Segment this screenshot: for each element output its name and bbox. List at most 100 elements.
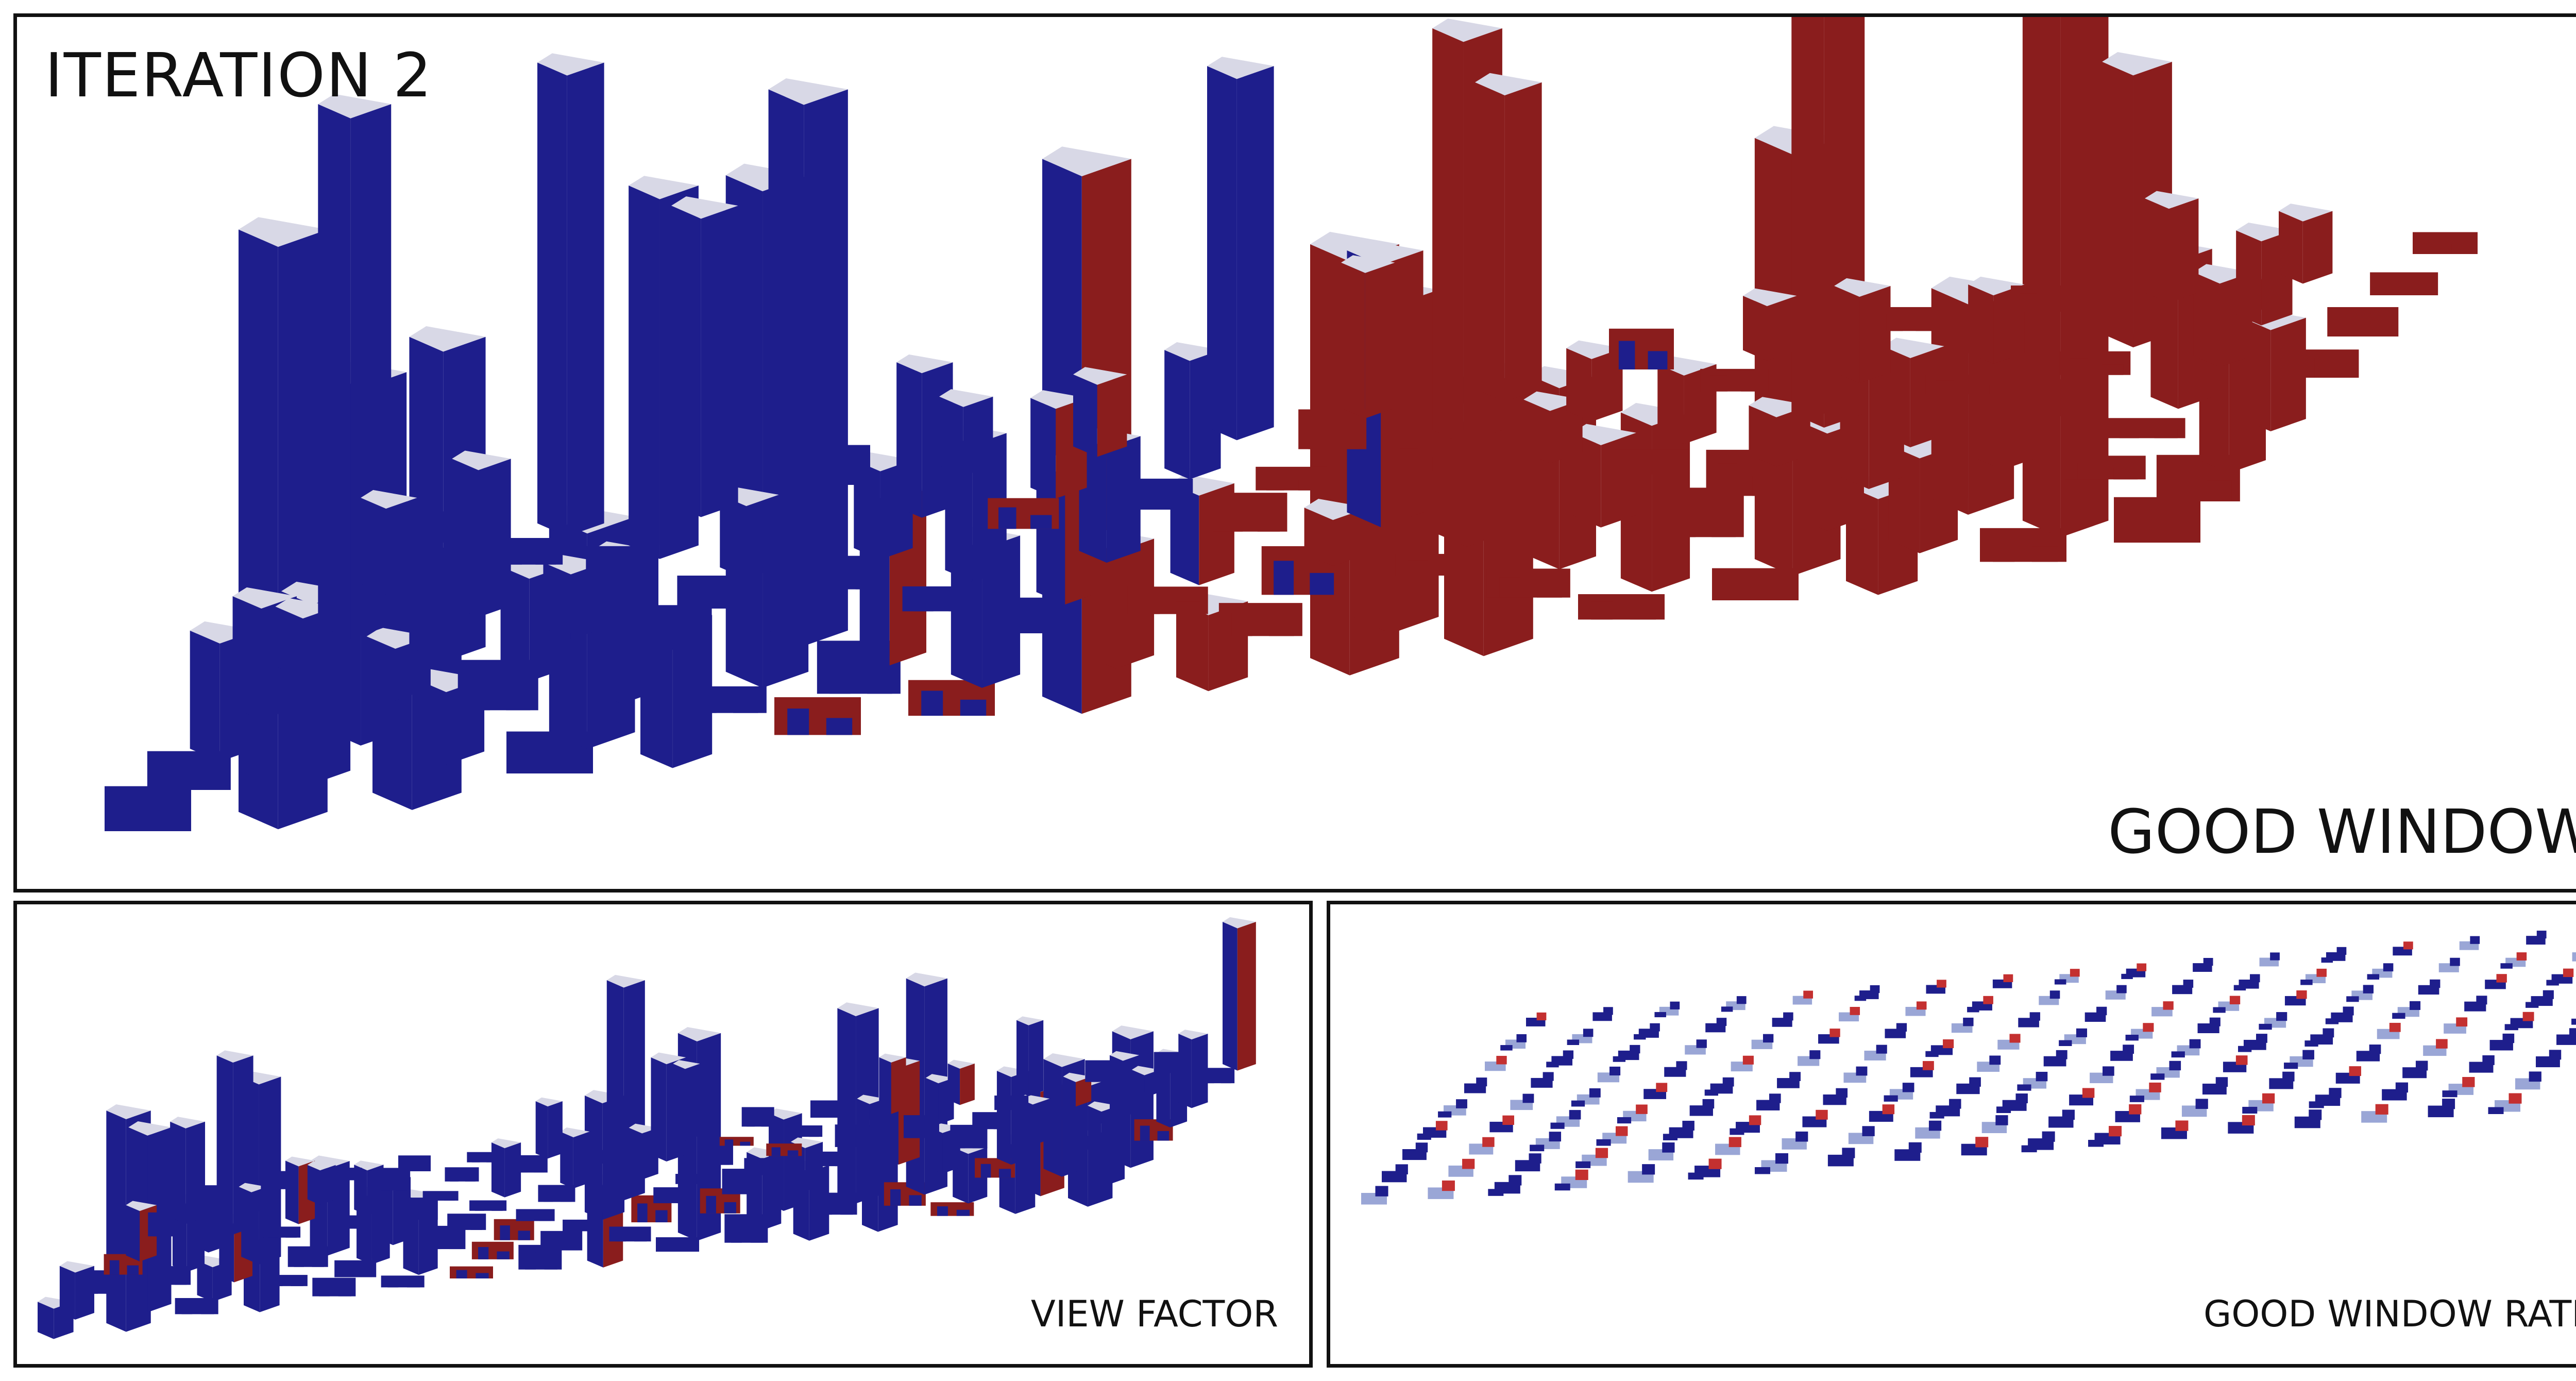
low-building (538, 1185, 575, 1202)
window-tile (1997, 1034, 2021, 1050)
low-building (2284, 349, 2359, 378)
window-tile (1613, 1045, 1640, 1062)
low-building (398, 1155, 431, 1171)
window-tile (2504, 1012, 2534, 1031)
low-building (656, 1237, 699, 1252)
window-tile (2572, 952, 2576, 962)
window-tile (2382, 1082, 2409, 1101)
window-tile (1721, 996, 1747, 1012)
low-building (1256, 466, 1327, 491)
window-tile (1981, 1115, 2008, 1134)
window-tile (1704, 1077, 1734, 1096)
low-building (1706, 449, 1784, 496)
window-tile (2321, 947, 2347, 963)
low-building (518, 1244, 562, 1270)
low-building (582, 1150, 617, 1164)
low-building (697, 1142, 733, 1165)
window-tile (2300, 968, 2327, 985)
window-tile (1839, 1007, 1860, 1022)
window-tile (2121, 963, 2147, 979)
low-building (516, 1209, 555, 1221)
window-tile (2238, 1034, 2267, 1052)
low-building (381, 1275, 425, 1288)
window-tile (2515, 1071, 2541, 1090)
low-building (609, 1226, 651, 1242)
window-tile (1664, 1061, 1687, 1077)
view-factor-panel: VIEW FACTOR (13, 901, 1313, 1368)
low-building (774, 697, 861, 735)
low-building (1298, 409, 1367, 449)
low-building (815, 1192, 857, 1215)
window-tile (1915, 1120, 1942, 1139)
low-building (1218, 603, 1302, 636)
low-building (1925, 375, 1997, 394)
window-tile (2048, 1109, 2075, 1128)
window-tile (2043, 1050, 2067, 1067)
low-building (1127, 586, 1208, 614)
building (239, 1183, 267, 1214)
low-building (1712, 568, 1799, 600)
window-tile (2284, 990, 2307, 1006)
low-building (192, 1185, 225, 1198)
building (1063, 1072, 1092, 1107)
building (1749, 397, 1810, 467)
window-tile (2500, 952, 2527, 969)
window-tile (2193, 957, 2213, 972)
window-tile (1361, 1186, 1388, 1205)
window-tile (2346, 985, 2374, 1002)
window-tile (2223, 1055, 2248, 1072)
low-building (1609, 328, 1674, 369)
window-tile (1977, 1055, 2001, 1072)
building (415, 669, 485, 765)
window-tile (1992, 974, 2013, 988)
low-building (422, 1191, 459, 1201)
low-building (2011, 285, 2076, 312)
window-tile (1967, 996, 1993, 1013)
low-building (2114, 497, 2200, 543)
window-tile (1654, 1001, 1680, 1018)
window-tile (2335, 1066, 2361, 1084)
window-tile (2428, 1099, 2455, 1118)
building (307, 1161, 336, 1205)
window-tile (1382, 1164, 1408, 1183)
window-tile (1464, 1077, 1487, 1093)
window-tile (1731, 1055, 1754, 1072)
building (2193, 264, 2252, 367)
window-tile (1905, 1001, 1927, 1016)
window-tile (1894, 1142, 1922, 1161)
low-building (494, 1219, 534, 1240)
window-tile (2021, 1131, 2055, 1153)
window-tile (1567, 1029, 1594, 1046)
building (1341, 255, 1395, 418)
window-tile (1864, 1045, 1887, 1060)
low-building (741, 1107, 774, 1127)
building (1016, 1016, 1044, 1097)
good-window-ratio-caption: GOOD WINDOW RATIO (2203, 1293, 2576, 1335)
window-tile (1929, 1099, 1961, 1119)
window-tile (1884, 1083, 1914, 1102)
low-building (1877, 307, 1942, 331)
low-building (2327, 307, 2399, 336)
window-tile (2213, 996, 2241, 1013)
window-tile (1648, 1142, 1675, 1160)
window-tile (2392, 1001, 2421, 1019)
window-tile (1554, 1169, 1588, 1191)
low-building (469, 1200, 507, 1211)
window-tile (1417, 1121, 1448, 1140)
window-tile (2309, 1088, 2342, 1108)
window-tile (2469, 1055, 2495, 1073)
window-tile (1531, 1072, 1554, 1088)
window-tile (2181, 1099, 2208, 1117)
window-tile (2464, 996, 2487, 1012)
window-tile (2526, 931, 2547, 945)
low-building (719, 1137, 754, 1146)
window-tile (1798, 1050, 1821, 1066)
low-building (993, 597, 1074, 633)
window-tile (1848, 1126, 1875, 1144)
window-tile (1827, 1148, 1855, 1167)
window-tile (1782, 1131, 1808, 1150)
low-building (376, 1168, 411, 1191)
window-tile (1500, 1034, 1527, 1051)
low-building (332, 1215, 369, 1229)
low-building (445, 1167, 479, 1182)
